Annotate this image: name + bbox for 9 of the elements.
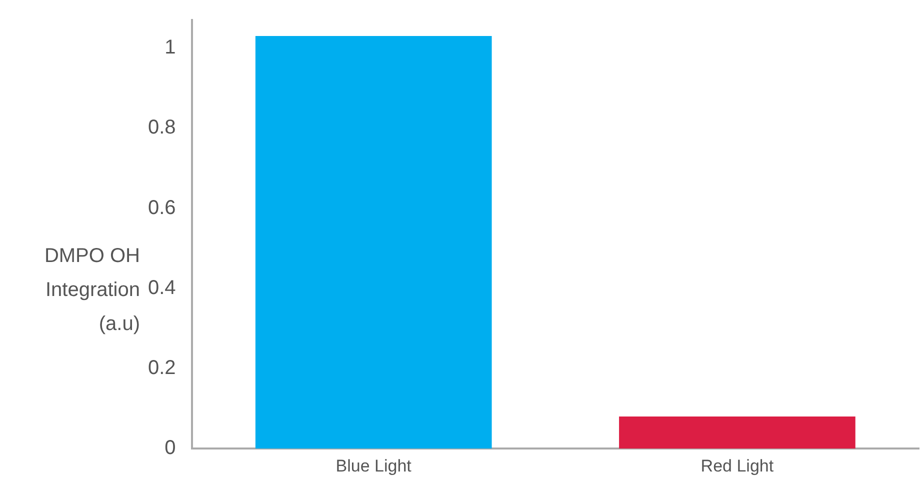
y-tick-label: 0.2: [148, 357, 176, 380]
y-tick-label: 0.8: [148, 116, 176, 139]
y-tick-label: 0.4: [148, 276, 176, 299]
y-axis-title: DMPO OH Integration (a.u): [43, 244, 140, 337]
y-tick-label: 1: [164, 36, 176, 59]
x-tick-label: Red Light: [700, 456, 774, 476]
x-tick-label: Blue Light: [336, 456, 412, 476]
y-tick-label: 0: [164, 437, 176, 460]
y-tick-label: 0.6: [148, 196, 176, 219]
